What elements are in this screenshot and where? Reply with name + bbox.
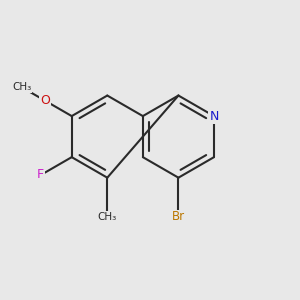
- Text: O: O: [40, 94, 50, 107]
- Text: Br: Br: [172, 211, 185, 224]
- Text: F: F: [37, 169, 44, 182]
- Text: CH₃: CH₃: [98, 212, 117, 222]
- Text: CH₃: CH₃: [13, 82, 32, 92]
- Text: N: N: [209, 110, 219, 123]
